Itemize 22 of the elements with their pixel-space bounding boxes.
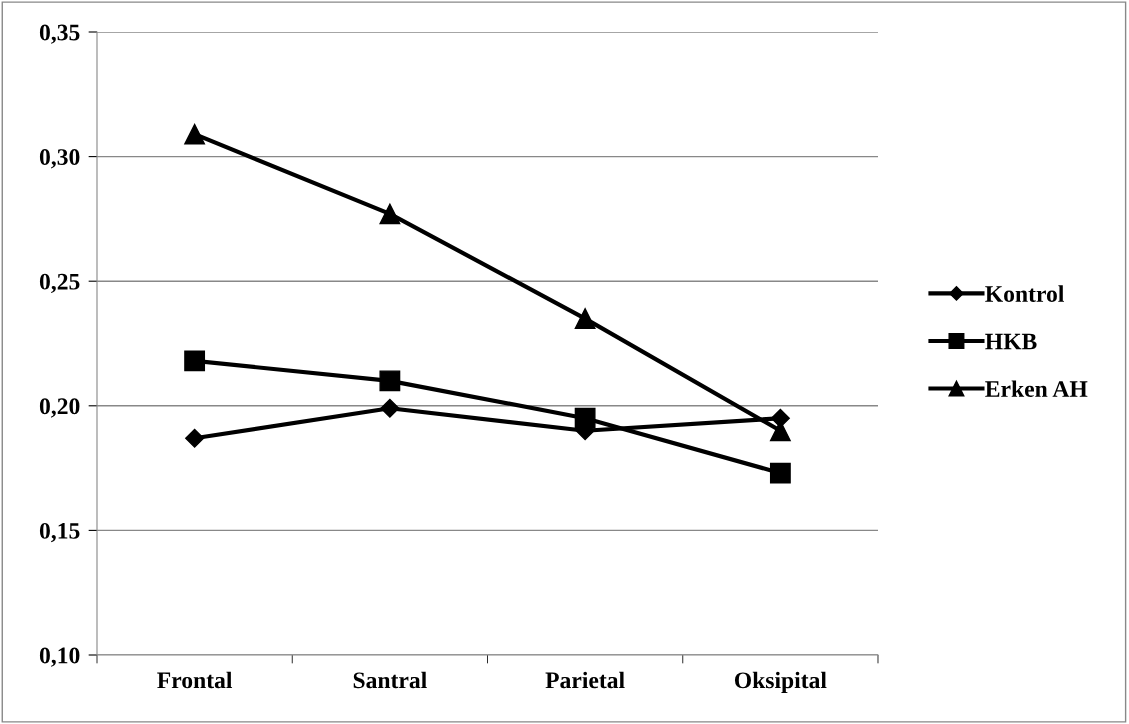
point [185, 428, 205, 448]
x-tick-label: Parietal [545, 671, 625, 689]
point [574, 407, 596, 429]
y-tick-label: 0,25 [39, 273, 80, 294]
point [184, 350, 206, 372]
point [379, 370, 401, 392]
point [769, 462, 791, 484]
legend-label: Erken AH [985, 380, 1088, 397]
x-tick-label: Santral [353, 671, 427, 689]
x-tick-label: Frontal [157, 671, 233, 689]
y-tick-label: 0,35 [39, 24, 80, 44]
y-tick-label: 0,20 [39, 398, 80, 418]
point [184, 123, 206, 145]
y-tick-label: 0,10 [39, 647, 80, 667]
point [379, 203, 401, 225]
x-tick-label: Oksipital [734, 671, 827, 694]
legend-label: Kontrol [985, 285, 1064, 302]
y-tick-label: 0,30 [39, 149, 80, 169]
legend-label: HKB [985, 333, 1037, 350]
y-tick-label: 0,15 [39, 522, 80, 543]
point [574, 308, 596, 329]
point [380, 398, 400, 418]
